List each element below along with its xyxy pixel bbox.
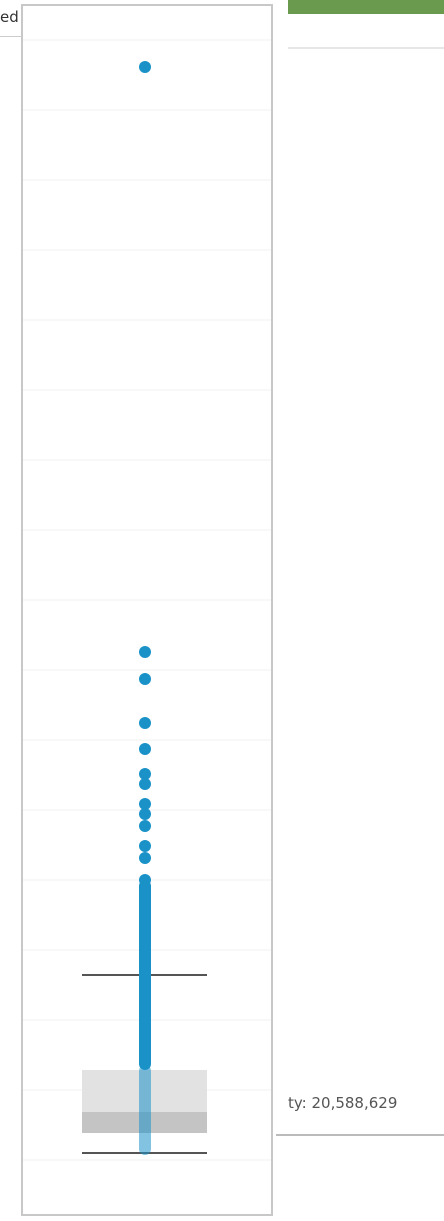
status-fragment: ty: 20,588,629 [276,1070,444,1136]
header-fragment: ed [0,0,22,37]
header-bar [288,0,444,14]
points-over-box [139,1065,151,1155]
points [139,61,151,1070]
gridlines [23,39,271,1161]
